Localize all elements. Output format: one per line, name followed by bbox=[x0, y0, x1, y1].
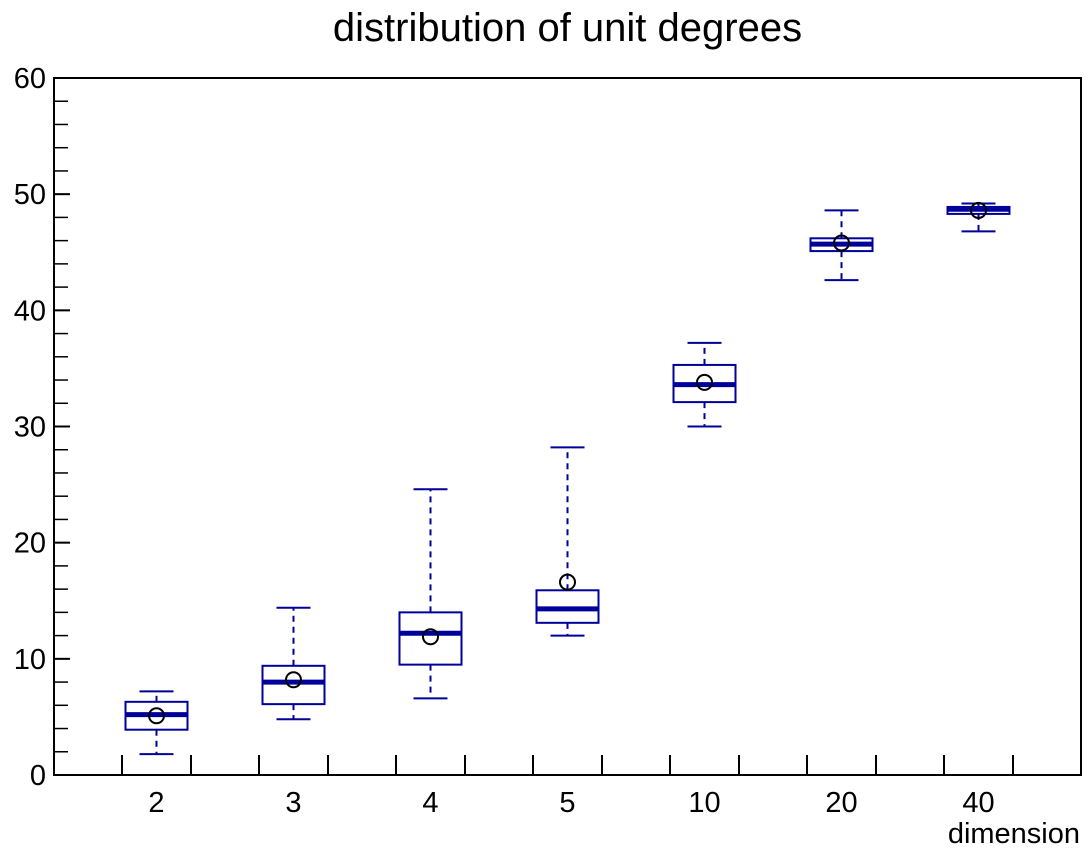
box-2 bbox=[124, 690, 189, 756]
x-tick-label: 2 bbox=[148, 787, 164, 819]
x-tick-label: 3 bbox=[285, 787, 301, 819]
plot-frame bbox=[53, 77, 1082, 776]
box-5 bbox=[535, 446, 600, 637]
x-tick-label: 10 bbox=[688, 787, 720, 819]
box-3 bbox=[261, 606, 326, 721]
mean-marker bbox=[559, 573, 576, 591]
mean-marker bbox=[285, 671, 302, 689]
y-tick-label: 40 bbox=[14, 295, 46, 327]
mean-marker bbox=[148, 707, 165, 725]
axes: 0 10 20 30 40 50 60 2 3 4 5 10 20 40 bbox=[14, 63, 1082, 819]
x-axis-title: dimension bbox=[948, 818, 1080, 850]
y-tick-label: 60 bbox=[14, 63, 46, 95]
x-tick-label: 40 bbox=[962, 787, 994, 819]
y-tick-label: 20 bbox=[14, 528, 46, 560]
y-tick-label: 10 bbox=[14, 644, 46, 676]
box-20 bbox=[809, 209, 874, 282]
mean-marker bbox=[422, 628, 439, 646]
y-tick-label: 0 bbox=[30, 760, 46, 792]
box-4 bbox=[398, 488, 463, 700]
y-tick-label: 50 bbox=[14, 179, 46, 211]
chart-title: distribution of unit degrees bbox=[332, 6, 803, 50]
x-tick-label: 5 bbox=[559, 787, 575, 819]
mean-marker bbox=[696, 373, 713, 391]
boxes bbox=[124, 201, 1011, 756]
mean-marker bbox=[833, 234, 850, 252]
iqr-box bbox=[398, 611, 463, 666]
x-tick-label: 20 bbox=[825, 787, 857, 819]
mean-marker bbox=[970, 201, 987, 219]
box-40 bbox=[946, 201, 1011, 233]
y-tick-label: 30 bbox=[14, 412, 46, 444]
x-tick-label: 4 bbox=[422, 787, 438, 819]
box-10 bbox=[672, 341, 737, 428]
